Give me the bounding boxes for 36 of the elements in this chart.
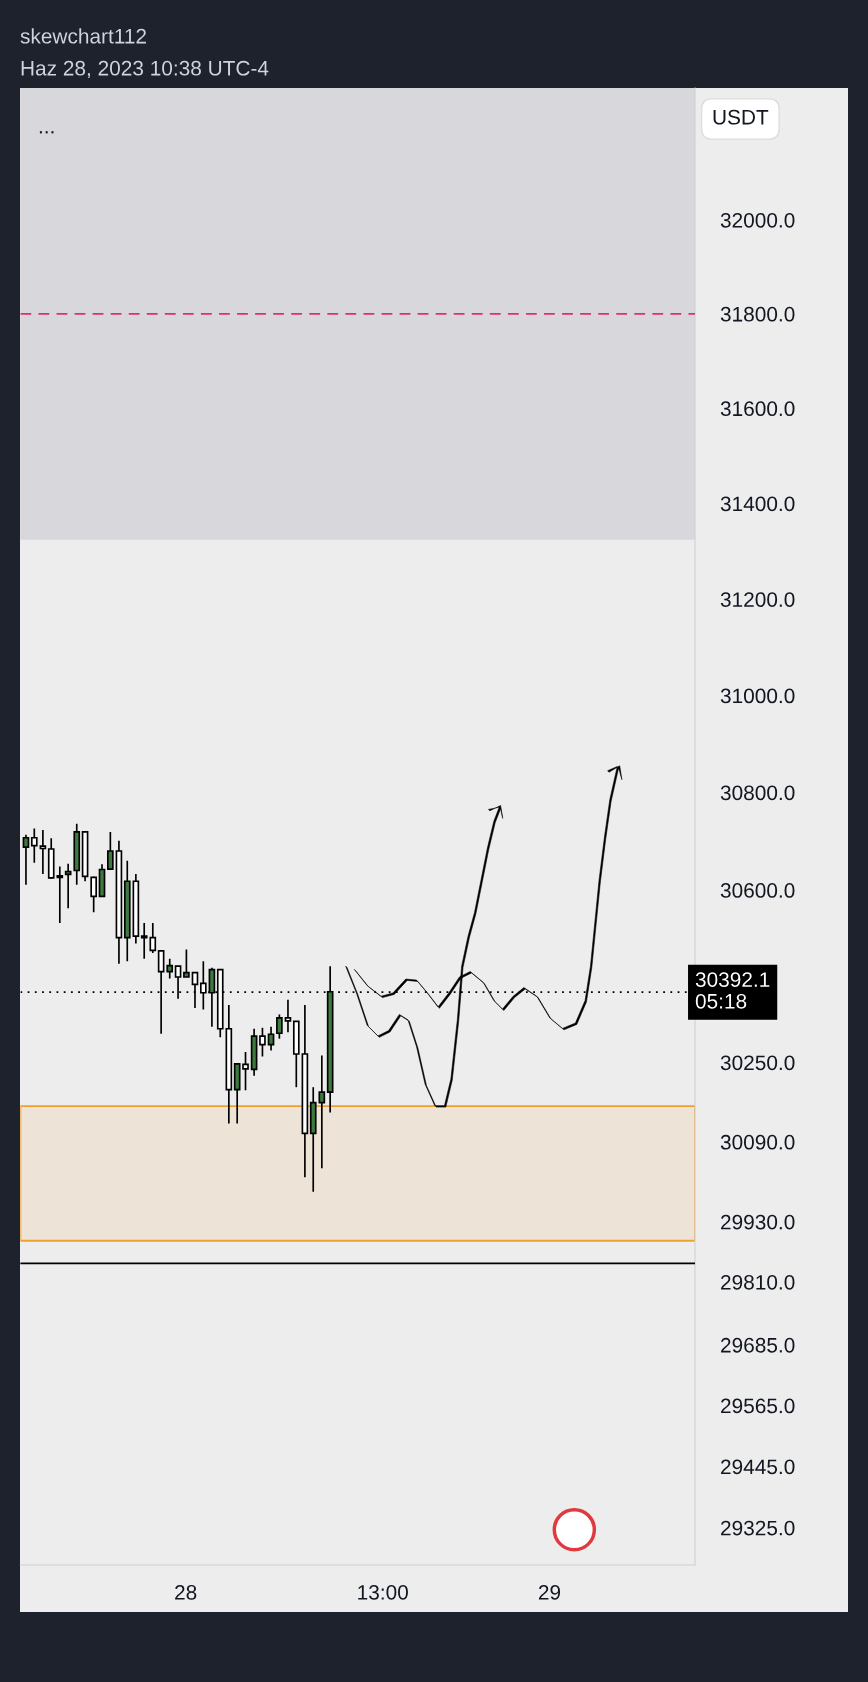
candlestick (107, 831, 114, 870)
chart-subtitle: Haz 28, 2023 10:38 UTC-4 (21, 60, 269, 79)
y-tick-label: 30090.0 (720, 1134, 795, 1150)
y-tick-label: 29565.0 (721, 1398, 795, 1414)
text: USDT (713, 109, 769, 125)
y-tick-label: 29930.0 (721, 1214, 795, 1230)
candlestick (259, 1026, 266, 1058)
y-tick-label: 31200.0 (720, 592, 795, 607)
candlestick (284, 998, 292, 1034)
x-tick-label: 13:00 (358, 1584, 408, 1600)
candlestick (267, 1025, 275, 1052)
candlestick (90, 876, 98, 913)
y-tick-label: 31400.0 (720, 496, 795, 512)
y-tick-label: 32000.0 (720, 212, 795, 228)
y-tick-label: 29445.0 (721, 1459, 795, 1475)
candlestick (183, 948, 190, 978)
candlestick (276, 1013, 283, 1040)
candlestick (166, 957, 174, 980)
y-tick-label: 31600.0 (720, 401, 795, 417)
y-tick-label: 29685.0 (721, 1337, 795, 1353)
annotation: ... (39, 131, 54, 134)
y-tick-label: 30800.0 (720, 785, 795, 801)
x-tick-label: 28 (175, 1584, 197, 1600)
y-tick-label: 30600.0 (720, 883, 795, 898)
y-tick-label: 31000.0 (720, 688, 795, 704)
candlestick (22, 834, 30, 886)
candlestick (30, 827, 38, 864)
x-tick-label: 29 (538, 1584, 561, 1600)
y-tick-label: 31800.0 (720, 306, 795, 322)
candlestick (191, 971, 199, 1009)
y-tick-label: 29810.0 (721, 1274, 795, 1290)
ref-line-label: 30392.1 05:18 (695, 972, 770, 1009)
chart-title: skewchart112 (20, 28, 146, 44)
y-tick-label: 29325.0 (721, 1520, 795, 1536)
candlestick (39, 829, 47, 875)
y-tick-label: 30250.0 (720, 1055, 795, 1071)
